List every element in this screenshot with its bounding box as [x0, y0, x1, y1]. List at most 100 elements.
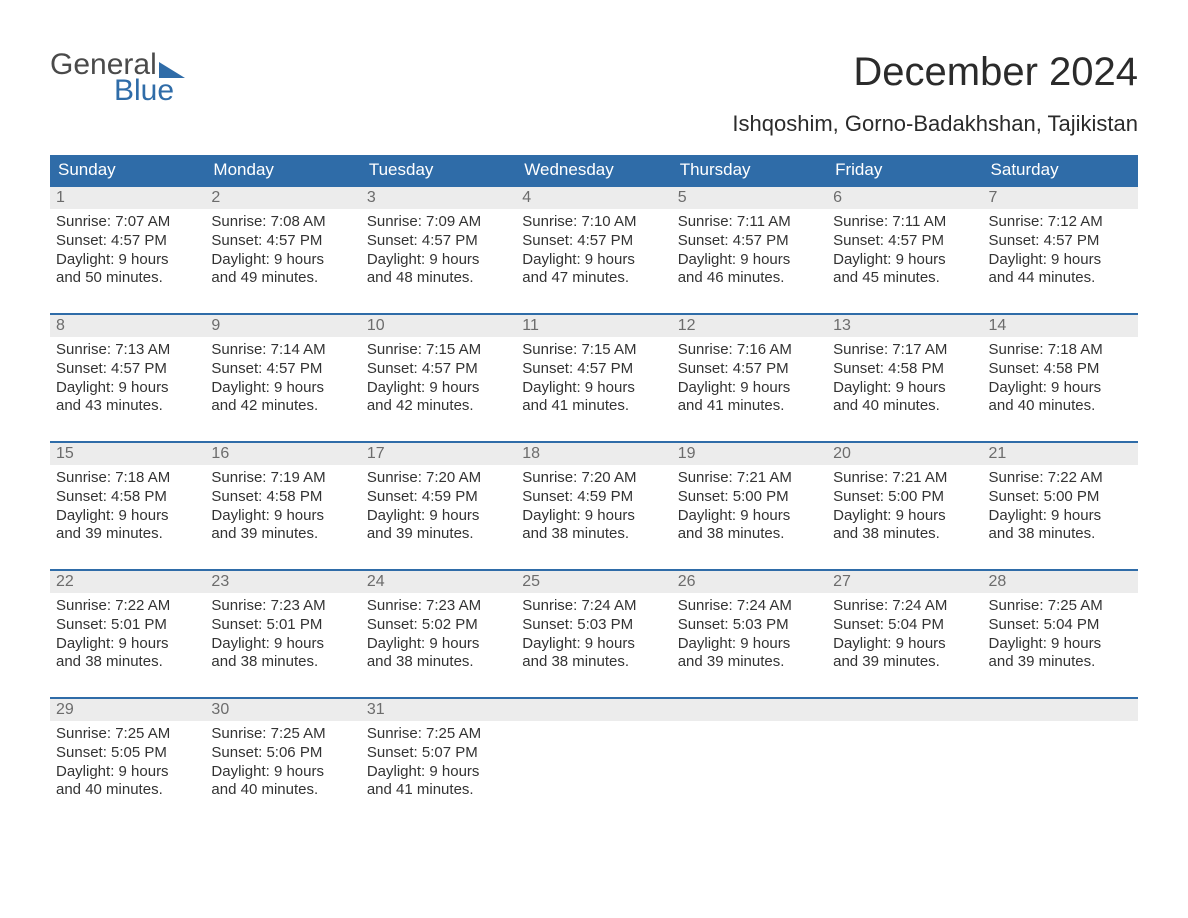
day-d1: Daylight: 9 hours — [367, 251, 510, 270]
day-sunset: Sunset: 5:00 PM — [833, 488, 976, 507]
calendar-day-cell: 13Sunrise: 7:17 AMSunset: 4:58 PMDayligh… — [827, 313, 982, 441]
day-sunrise: Sunrise: 7:13 AM — [56, 341, 199, 360]
day-number: 10 — [361, 313, 516, 337]
month-title: December 2024 — [732, 50, 1138, 95]
day-body: Sunrise: 7:14 AMSunset: 4:57 PMDaylight:… — [205, 337, 360, 416]
day-number: 12 — [672, 313, 827, 337]
day-number: 31 — [361, 697, 516, 721]
day-sunset: Sunset: 5:03 PM — [522, 616, 665, 635]
day-number: 11 — [516, 313, 671, 337]
day-header-row: Sunday Monday Tuesday Wednesday Thursday… — [50, 155, 1138, 185]
day-sunset: Sunset: 4:59 PM — [522, 488, 665, 507]
day-body: Sunrise: 7:25 AMSunset: 5:04 PMDaylight:… — [983, 593, 1138, 672]
day-d1: Daylight: 9 hours — [989, 507, 1132, 526]
empty-day — [827, 697, 982, 721]
calendar-day-cell — [672, 697, 827, 825]
empty-day — [983, 697, 1138, 721]
day-sunset: Sunset: 4:57 PM — [678, 232, 821, 251]
day-d1: Daylight: 9 hours — [833, 251, 976, 270]
day-sunset: Sunset: 5:01 PM — [56, 616, 199, 635]
day-d1: Daylight: 9 hours — [367, 507, 510, 526]
day-d2: and 42 minutes. — [367, 397, 510, 416]
day-d1: Daylight: 9 hours — [678, 635, 821, 654]
day-d1: Daylight: 9 hours — [522, 251, 665, 270]
day-body: Sunrise: 7:21 AMSunset: 5:00 PMDaylight:… — [827, 465, 982, 544]
day-number: 5 — [672, 185, 827, 209]
day-d2: and 48 minutes. — [367, 269, 510, 288]
day-sunrise: Sunrise: 7:25 AM — [56, 725, 199, 744]
day-sunrise: Sunrise: 7:18 AM — [989, 341, 1132, 360]
calendar-day-cell: 5Sunrise: 7:11 AMSunset: 4:57 PMDaylight… — [672, 185, 827, 313]
day-number: 16 — [205, 441, 360, 465]
day-body: Sunrise: 7:17 AMSunset: 4:58 PMDaylight:… — [827, 337, 982, 416]
day-number: 2 — [205, 185, 360, 209]
day-sunrise: Sunrise: 7:25 AM — [367, 725, 510, 744]
day-sunset: Sunset: 5:06 PM — [211, 744, 354, 763]
day-header: Thursday — [672, 155, 827, 185]
day-sunrise: Sunrise: 7:18 AM — [56, 469, 199, 488]
day-d1: Daylight: 9 hours — [678, 379, 821, 398]
day-sunrise: Sunrise: 7:20 AM — [522, 469, 665, 488]
day-d1: Daylight: 9 hours — [56, 507, 199, 526]
day-number: 23 — [205, 569, 360, 593]
day-d2: and 38 minutes. — [522, 525, 665, 544]
day-sunset: Sunset: 4:57 PM — [211, 232, 354, 251]
day-d2: and 40 minutes. — [56, 781, 199, 800]
day-sunset: Sunset: 5:01 PM — [211, 616, 354, 635]
day-sunrise: Sunrise: 7:15 AM — [367, 341, 510, 360]
calendar-week-row: 29Sunrise: 7:25 AMSunset: 5:05 PMDayligh… — [50, 697, 1138, 825]
day-d2: and 41 minutes. — [367, 781, 510, 800]
day-sunrise: Sunrise: 7:07 AM — [56, 213, 199, 232]
day-d2: and 40 minutes. — [211, 781, 354, 800]
day-d1: Daylight: 9 hours — [56, 635, 199, 654]
day-d2: and 41 minutes. — [522, 397, 665, 416]
calendar-day-cell: 7Sunrise: 7:12 AMSunset: 4:57 PMDaylight… — [983, 185, 1138, 313]
day-header: Monday — [205, 155, 360, 185]
day-number: 27 — [827, 569, 982, 593]
day-d1: Daylight: 9 hours — [211, 635, 354, 654]
day-number: 26 — [672, 569, 827, 593]
day-d1: Daylight: 9 hours — [367, 635, 510, 654]
day-body: Sunrise: 7:10 AMSunset: 4:57 PMDaylight:… — [516, 209, 671, 288]
day-body: Sunrise: 7:25 AMSunset: 5:07 PMDaylight:… — [361, 721, 516, 800]
day-body: Sunrise: 7:09 AMSunset: 4:57 PMDaylight:… — [361, 209, 516, 288]
day-body: Sunrise: 7:25 AMSunset: 5:06 PMDaylight:… — [205, 721, 360, 800]
day-d2: and 38 minutes. — [989, 525, 1132, 544]
calendar-day-cell: 14Sunrise: 7:18 AMSunset: 4:58 PMDayligh… — [983, 313, 1138, 441]
day-number: 13 — [827, 313, 982, 337]
calendar-day-cell: 26Sunrise: 7:24 AMSunset: 5:03 PMDayligh… — [672, 569, 827, 697]
day-sunset: Sunset: 4:58 PM — [211, 488, 354, 507]
day-d2: and 38 minutes. — [833, 525, 976, 544]
day-d1: Daylight: 9 hours — [211, 507, 354, 526]
day-d1: Daylight: 9 hours — [522, 379, 665, 398]
day-sunrise: Sunrise: 7:08 AM — [211, 213, 354, 232]
day-sunrise: Sunrise: 7:25 AM — [211, 725, 354, 744]
calendar-table: Sunday Monday Tuesday Wednesday Thursday… — [50, 155, 1138, 825]
day-body: Sunrise: 7:24 AMSunset: 5:04 PMDaylight:… — [827, 593, 982, 672]
day-d2: and 47 minutes. — [522, 269, 665, 288]
day-sunset: Sunset: 4:57 PM — [56, 232, 199, 251]
day-d2: and 39 minutes. — [56, 525, 199, 544]
day-d2: and 42 minutes. — [211, 397, 354, 416]
day-sunset: Sunset: 4:59 PM — [367, 488, 510, 507]
day-body: Sunrise: 7:16 AMSunset: 4:57 PMDaylight:… — [672, 337, 827, 416]
day-sunrise: Sunrise: 7:09 AM — [367, 213, 510, 232]
day-body: Sunrise: 7:11 AMSunset: 4:57 PMDaylight:… — [827, 209, 982, 288]
calendar-day-cell: 21Sunrise: 7:22 AMSunset: 5:00 PMDayligh… — [983, 441, 1138, 569]
calendar-day-cell — [516, 697, 671, 825]
day-body: Sunrise: 7:19 AMSunset: 4:58 PMDaylight:… — [205, 465, 360, 544]
calendar-week-row: 8Sunrise: 7:13 AMSunset: 4:57 PMDaylight… — [50, 313, 1138, 441]
day-d2: and 45 minutes. — [833, 269, 976, 288]
day-sunrise: Sunrise: 7:11 AM — [833, 213, 976, 232]
day-header: Wednesday — [516, 155, 671, 185]
calendar-day-cell: 19Sunrise: 7:21 AMSunset: 5:00 PMDayligh… — [672, 441, 827, 569]
day-sunrise: Sunrise: 7:24 AM — [522, 597, 665, 616]
day-sunrise: Sunrise: 7:24 AM — [678, 597, 821, 616]
day-number: 22 — [50, 569, 205, 593]
day-body: Sunrise: 7:15 AMSunset: 4:57 PMDaylight:… — [361, 337, 516, 416]
day-sunrise: Sunrise: 7:24 AM — [833, 597, 976, 616]
day-d2: and 39 minutes. — [989, 653, 1132, 672]
title-block: December 2024 Ishqoshim, Gorno-Badakhsha… — [732, 50, 1138, 137]
calendar-day-cell: 16Sunrise: 7:19 AMSunset: 4:58 PMDayligh… — [205, 441, 360, 569]
day-d1: Daylight: 9 hours — [56, 379, 199, 398]
